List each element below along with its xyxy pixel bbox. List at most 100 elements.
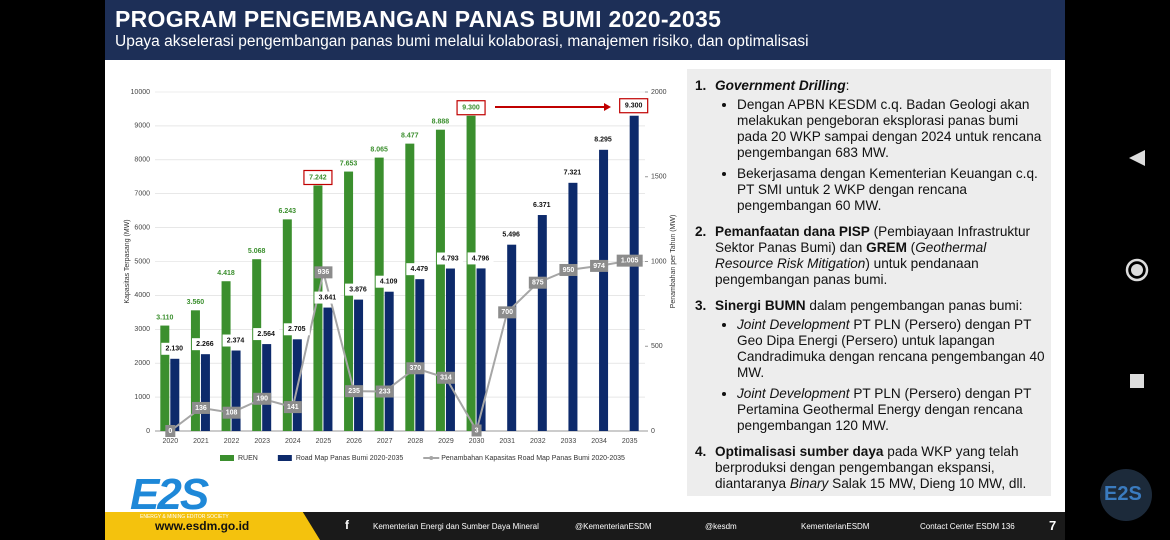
bar xyxy=(170,358,180,431)
text-panel: 1. Government Drilling: Dengan APBN KESDM… xyxy=(687,69,1051,496)
data-label: 1.005 xyxy=(621,257,639,264)
bar xyxy=(384,291,394,431)
label-box xyxy=(471,424,482,437)
data-label: 700 xyxy=(501,309,513,316)
bar xyxy=(374,157,384,431)
data-label: 8.065 xyxy=(370,146,388,153)
twitter: @KementerianESDM xyxy=(575,522,652,531)
data-label: 950 xyxy=(563,267,575,274)
item: 3. Sinergi BUMN dalam pengembangan panas … xyxy=(687,298,1045,434)
y-tick-label: 5000 xyxy=(134,258,150,265)
label-box xyxy=(253,392,272,405)
x-tick-label: 2031 xyxy=(499,438,515,445)
y2-tick-label: 1500 xyxy=(651,174,667,181)
bar xyxy=(445,268,455,431)
y2-tick-label: 500 xyxy=(651,343,663,350)
item-number: 4. xyxy=(695,444,707,459)
y-tick-label: 3000 xyxy=(134,326,150,333)
data-label: 9.300 xyxy=(462,105,480,112)
footer-accent xyxy=(105,512,320,540)
x-tick-label: 2024 xyxy=(285,438,301,445)
watermark-bg xyxy=(1100,469,1152,521)
x-tick-label: 2023 xyxy=(254,438,270,445)
data-label: 8.888 xyxy=(432,119,450,126)
x-tick-label: 2026 xyxy=(346,438,362,445)
back-button[interactable] xyxy=(1129,150,1145,166)
item: 4. Optimalisasi sumber daya pada WKP yang… xyxy=(687,444,1045,492)
data-label: 235 xyxy=(348,388,360,395)
bar xyxy=(405,143,415,431)
data-label: 3.560 xyxy=(187,299,205,306)
label-box xyxy=(345,283,372,296)
text: Binary xyxy=(789,476,829,491)
bar xyxy=(629,115,639,431)
x-tick-label: 2025 xyxy=(316,438,332,445)
bar xyxy=(262,344,272,431)
x-tick-label: 2029 xyxy=(438,438,454,445)
legend-swatch xyxy=(429,456,434,460)
y2-tick-label: 2000 xyxy=(651,89,667,96)
x-tick-label: 2021 xyxy=(193,438,209,445)
legend-label: Penambahan Kapasitas Road Map Panas Bumi… xyxy=(441,455,625,462)
data-label: 3.641 xyxy=(319,294,337,301)
bar xyxy=(466,115,476,431)
y-axis-title: Kapasitas Terpasang (MW) xyxy=(124,219,131,303)
text: Government Drilling xyxy=(715,78,846,93)
x-tick-label: 2022 xyxy=(224,438,240,445)
bar xyxy=(476,268,486,431)
data-label: 5.496 xyxy=(502,232,520,239)
data-label: 5.068 xyxy=(248,248,266,255)
bar xyxy=(231,350,241,431)
bar xyxy=(221,281,231,431)
logo-tagline: ENERGY & MINING EDITOR SOCIETY xyxy=(140,514,229,520)
line xyxy=(169,259,630,434)
y-tick-label: 1000 xyxy=(134,394,150,401)
data-label: 4.418 xyxy=(217,270,235,277)
label-box xyxy=(253,328,280,341)
label-box xyxy=(559,166,586,179)
x-tick-label: 2033 xyxy=(561,438,577,445)
data-label: 2.564 xyxy=(257,331,275,338)
y-tick-label: 4000 xyxy=(134,292,150,299)
data-label: 3.110 xyxy=(156,314,173,321)
y-tick-label: 0 xyxy=(146,428,150,435)
home-button[interactable] xyxy=(1125,258,1149,282)
bar xyxy=(415,279,425,431)
text: Optimalisasi sumber daya xyxy=(715,444,884,459)
label-box xyxy=(191,401,210,414)
y-tick-label: 2000 xyxy=(134,360,150,367)
data-label: 2.374 xyxy=(227,337,245,344)
x-tick-label: 2020 xyxy=(163,438,179,445)
data-label: 6.243 xyxy=(279,208,297,215)
data-label: 4.796 xyxy=(472,255,490,262)
bar xyxy=(537,215,547,431)
data-label: 6.371 xyxy=(533,202,551,209)
text: Joint Development xyxy=(737,317,850,332)
text: Salak 15 MW, Dieng 10 MW, dll. xyxy=(828,476,1027,491)
text: dalam pengembangan panas bumi: xyxy=(805,298,1023,313)
data-label: 4.109 xyxy=(380,279,398,286)
y-tick-label: 8000 xyxy=(134,157,150,164)
label-box xyxy=(406,362,425,375)
label-box xyxy=(345,385,364,398)
recents-button[interactable] xyxy=(1130,374,1144,388)
home-dot xyxy=(1131,264,1143,276)
slide-title: PROGRAM PENGEMBANGAN PANAS BUMI 2020-203… xyxy=(115,6,722,32)
text: GREM xyxy=(866,240,907,255)
highlight-box xyxy=(619,98,649,114)
label-box xyxy=(498,306,517,319)
data-label: 3 xyxy=(475,427,479,434)
highlight-box xyxy=(303,169,333,186)
bullet: Joint Development PT PLN (Persero) denga… xyxy=(737,317,1045,381)
text: (Pembiayaan Infrastruktur Sektor Panas B… xyxy=(715,224,1031,255)
label-box xyxy=(222,406,241,419)
bar xyxy=(568,182,578,431)
label-box xyxy=(165,425,176,437)
data-label: 314 xyxy=(440,375,452,382)
x-tick-label: 2028 xyxy=(408,438,424,445)
x-tick-label: 2032 xyxy=(530,438,546,445)
data-label: 875 xyxy=(532,280,544,287)
y2-tick-label: 1000 xyxy=(651,258,667,265)
data-label: 9.300 xyxy=(625,103,643,110)
